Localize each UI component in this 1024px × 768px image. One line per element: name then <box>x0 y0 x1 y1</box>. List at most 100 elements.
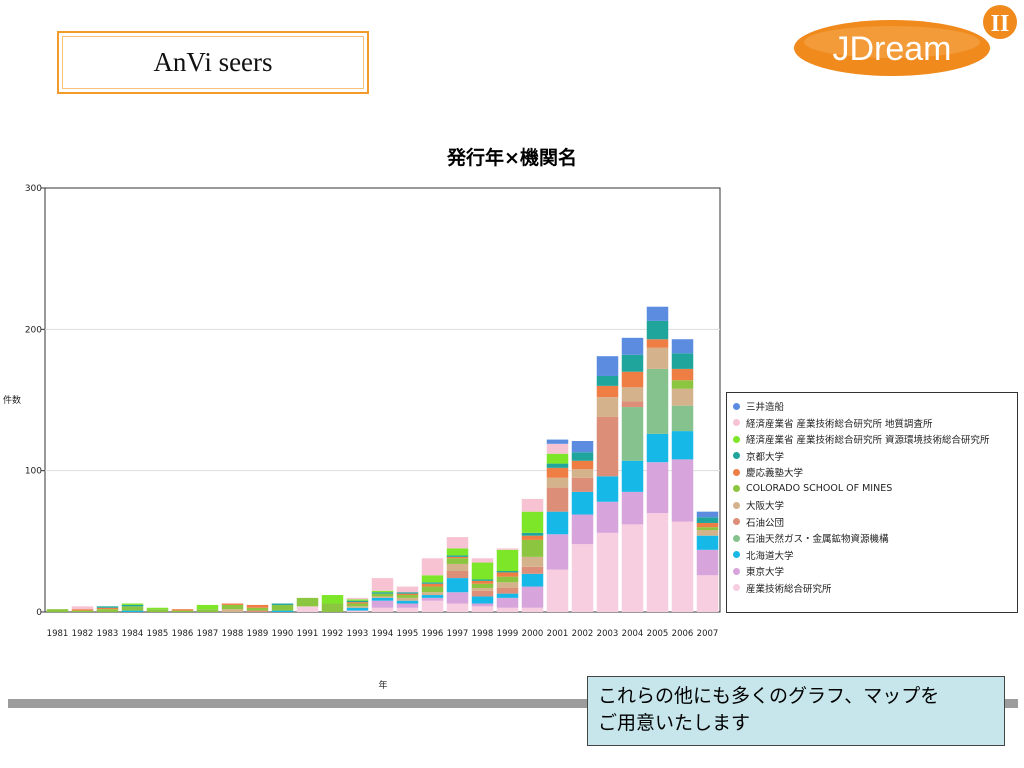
bar-segment <box>471 562 494 580</box>
bar-segment <box>521 532 544 536</box>
bar-segment <box>571 440 594 453</box>
x-tick-label: 1991 <box>297 629 319 639</box>
bar-segment <box>496 572 519 577</box>
y-tick-label: 100 <box>25 467 42 477</box>
bar-segment <box>296 597 319 607</box>
bar-segment <box>321 603 344 612</box>
bar-segment <box>621 460 644 492</box>
bar-segment <box>121 603 144 605</box>
bar-segment <box>696 535 719 550</box>
bar-segment <box>621 524 644 612</box>
bar-segment <box>121 610 144 612</box>
x-tick-label: 1995 <box>397 629 419 639</box>
bar-segment <box>571 460 594 470</box>
legend-item: 北海道大学 <box>733 547 1011 564</box>
x-tick-label: 1992 <box>322 629 344 639</box>
x-tick-label: 2005 <box>647 629 669 639</box>
x-tick-label: 1990 <box>272 629 294 639</box>
bar-segment <box>346 597 369 600</box>
info-note: これらの他にも多くのグラフ、マップを ご用意いたします <box>587 676 1005 746</box>
bar-segment <box>446 537 469 549</box>
bar-segment <box>421 583 444 587</box>
bar-segment <box>546 443 569 454</box>
bar-segment <box>96 606 119 608</box>
bar-segment <box>346 600 369 603</box>
bar-segment <box>396 586 419 593</box>
bar-segment <box>471 580 494 584</box>
legend-item: 三井造船 <box>733 398 1011 415</box>
x-axis-label: 年 <box>378 679 387 691</box>
bar-segment <box>246 607 269 611</box>
bar-segment <box>621 407 644 461</box>
bar-segment <box>596 375 619 386</box>
bar-segment <box>571 491 594 515</box>
bar-segment <box>471 579 494 581</box>
x-tick-label: 1994 <box>372 629 394 639</box>
bar-segment <box>421 592 444 596</box>
x-tick-label: 1988 <box>222 629 244 639</box>
bar-segment <box>571 477 594 492</box>
bar-segment <box>596 532 619 612</box>
bar-segment <box>396 595 419 598</box>
jdream-logo: JDream II <box>794 5 1017 76</box>
bar-segment <box>696 575 719 612</box>
bar-segment <box>271 610 294 612</box>
bar-segment <box>96 609 119 612</box>
bar-segment <box>446 556 469 559</box>
bar-segment <box>571 452 594 461</box>
bar-segment <box>196 604 219 610</box>
bar-segment <box>371 607 394 612</box>
legend-item: 大阪大学 <box>733 497 1011 514</box>
bar-segment <box>446 555 469 557</box>
bar-segment <box>146 609 169 612</box>
x-tick-label: 2007 <box>697 629 719 639</box>
bar-segment <box>71 606 94 610</box>
bar-segment <box>346 599 369 601</box>
bar-segment <box>446 548 469 556</box>
bar-segment <box>646 513 669 612</box>
bar-segment <box>596 356 619 376</box>
bar-segment <box>271 603 294 605</box>
bar-segment <box>596 501 619 533</box>
bar-segment <box>646 368 669 434</box>
legend-item: 産業技術総合研究所 <box>733 580 1011 597</box>
bar-segment <box>496 587 519 594</box>
bar-segment <box>521 539 544 557</box>
x-tick-label: 2001 <box>547 629 569 639</box>
bar-segment <box>496 548 519 550</box>
legend-label: 三井造船 <box>746 402 785 414</box>
bar-segment <box>521 573 544 587</box>
x-tick-label: 2000 <box>522 629 544 639</box>
bar-segment <box>696 530 719 536</box>
bar-segment <box>471 587 494 591</box>
logo-suffix: II <box>991 11 1010 37</box>
x-tick-label: 1987 <box>197 629 219 639</box>
bar-segment <box>396 592 419 594</box>
legend-label: 慶応義塾大学 <box>746 468 804 480</box>
bar-segment <box>146 607 169 610</box>
bar-segment <box>496 576 519 583</box>
bar-segment <box>621 401 644 408</box>
bar-segment <box>71 609 94 611</box>
legend-swatch <box>733 584 740 592</box>
bar-segment <box>421 586 444 593</box>
legend-label: 産業技術総合研究所 <box>746 583 832 595</box>
bar-segment <box>496 607 519 612</box>
bar-segment <box>396 600 419 604</box>
y-tick-label: 0 <box>36 608 42 618</box>
legend-label: 経済産業省 産業技術総合研究所 地質調査所 <box>746 418 933 430</box>
bar-segment <box>596 476 619 502</box>
bar-segment <box>446 558 469 564</box>
x-tick-label: 1999 <box>497 629 519 639</box>
bar-segment <box>346 602 369 604</box>
logo-text: JDream <box>832 30 951 68</box>
legend-item: 経済産業省 産業技術総合研究所 地質調査所 <box>733 415 1011 432</box>
x-tick-label: 1998 <box>472 629 494 639</box>
legend-label: 北海道大学 <box>746 550 794 562</box>
bar-segment <box>446 592 469 604</box>
bar-segment <box>471 606 494 612</box>
bar-segment <box>546 487 569 512</box>
bar-segment <box>446 603 469 612</box>
bar-segment <box>671 405 694 432</box>
